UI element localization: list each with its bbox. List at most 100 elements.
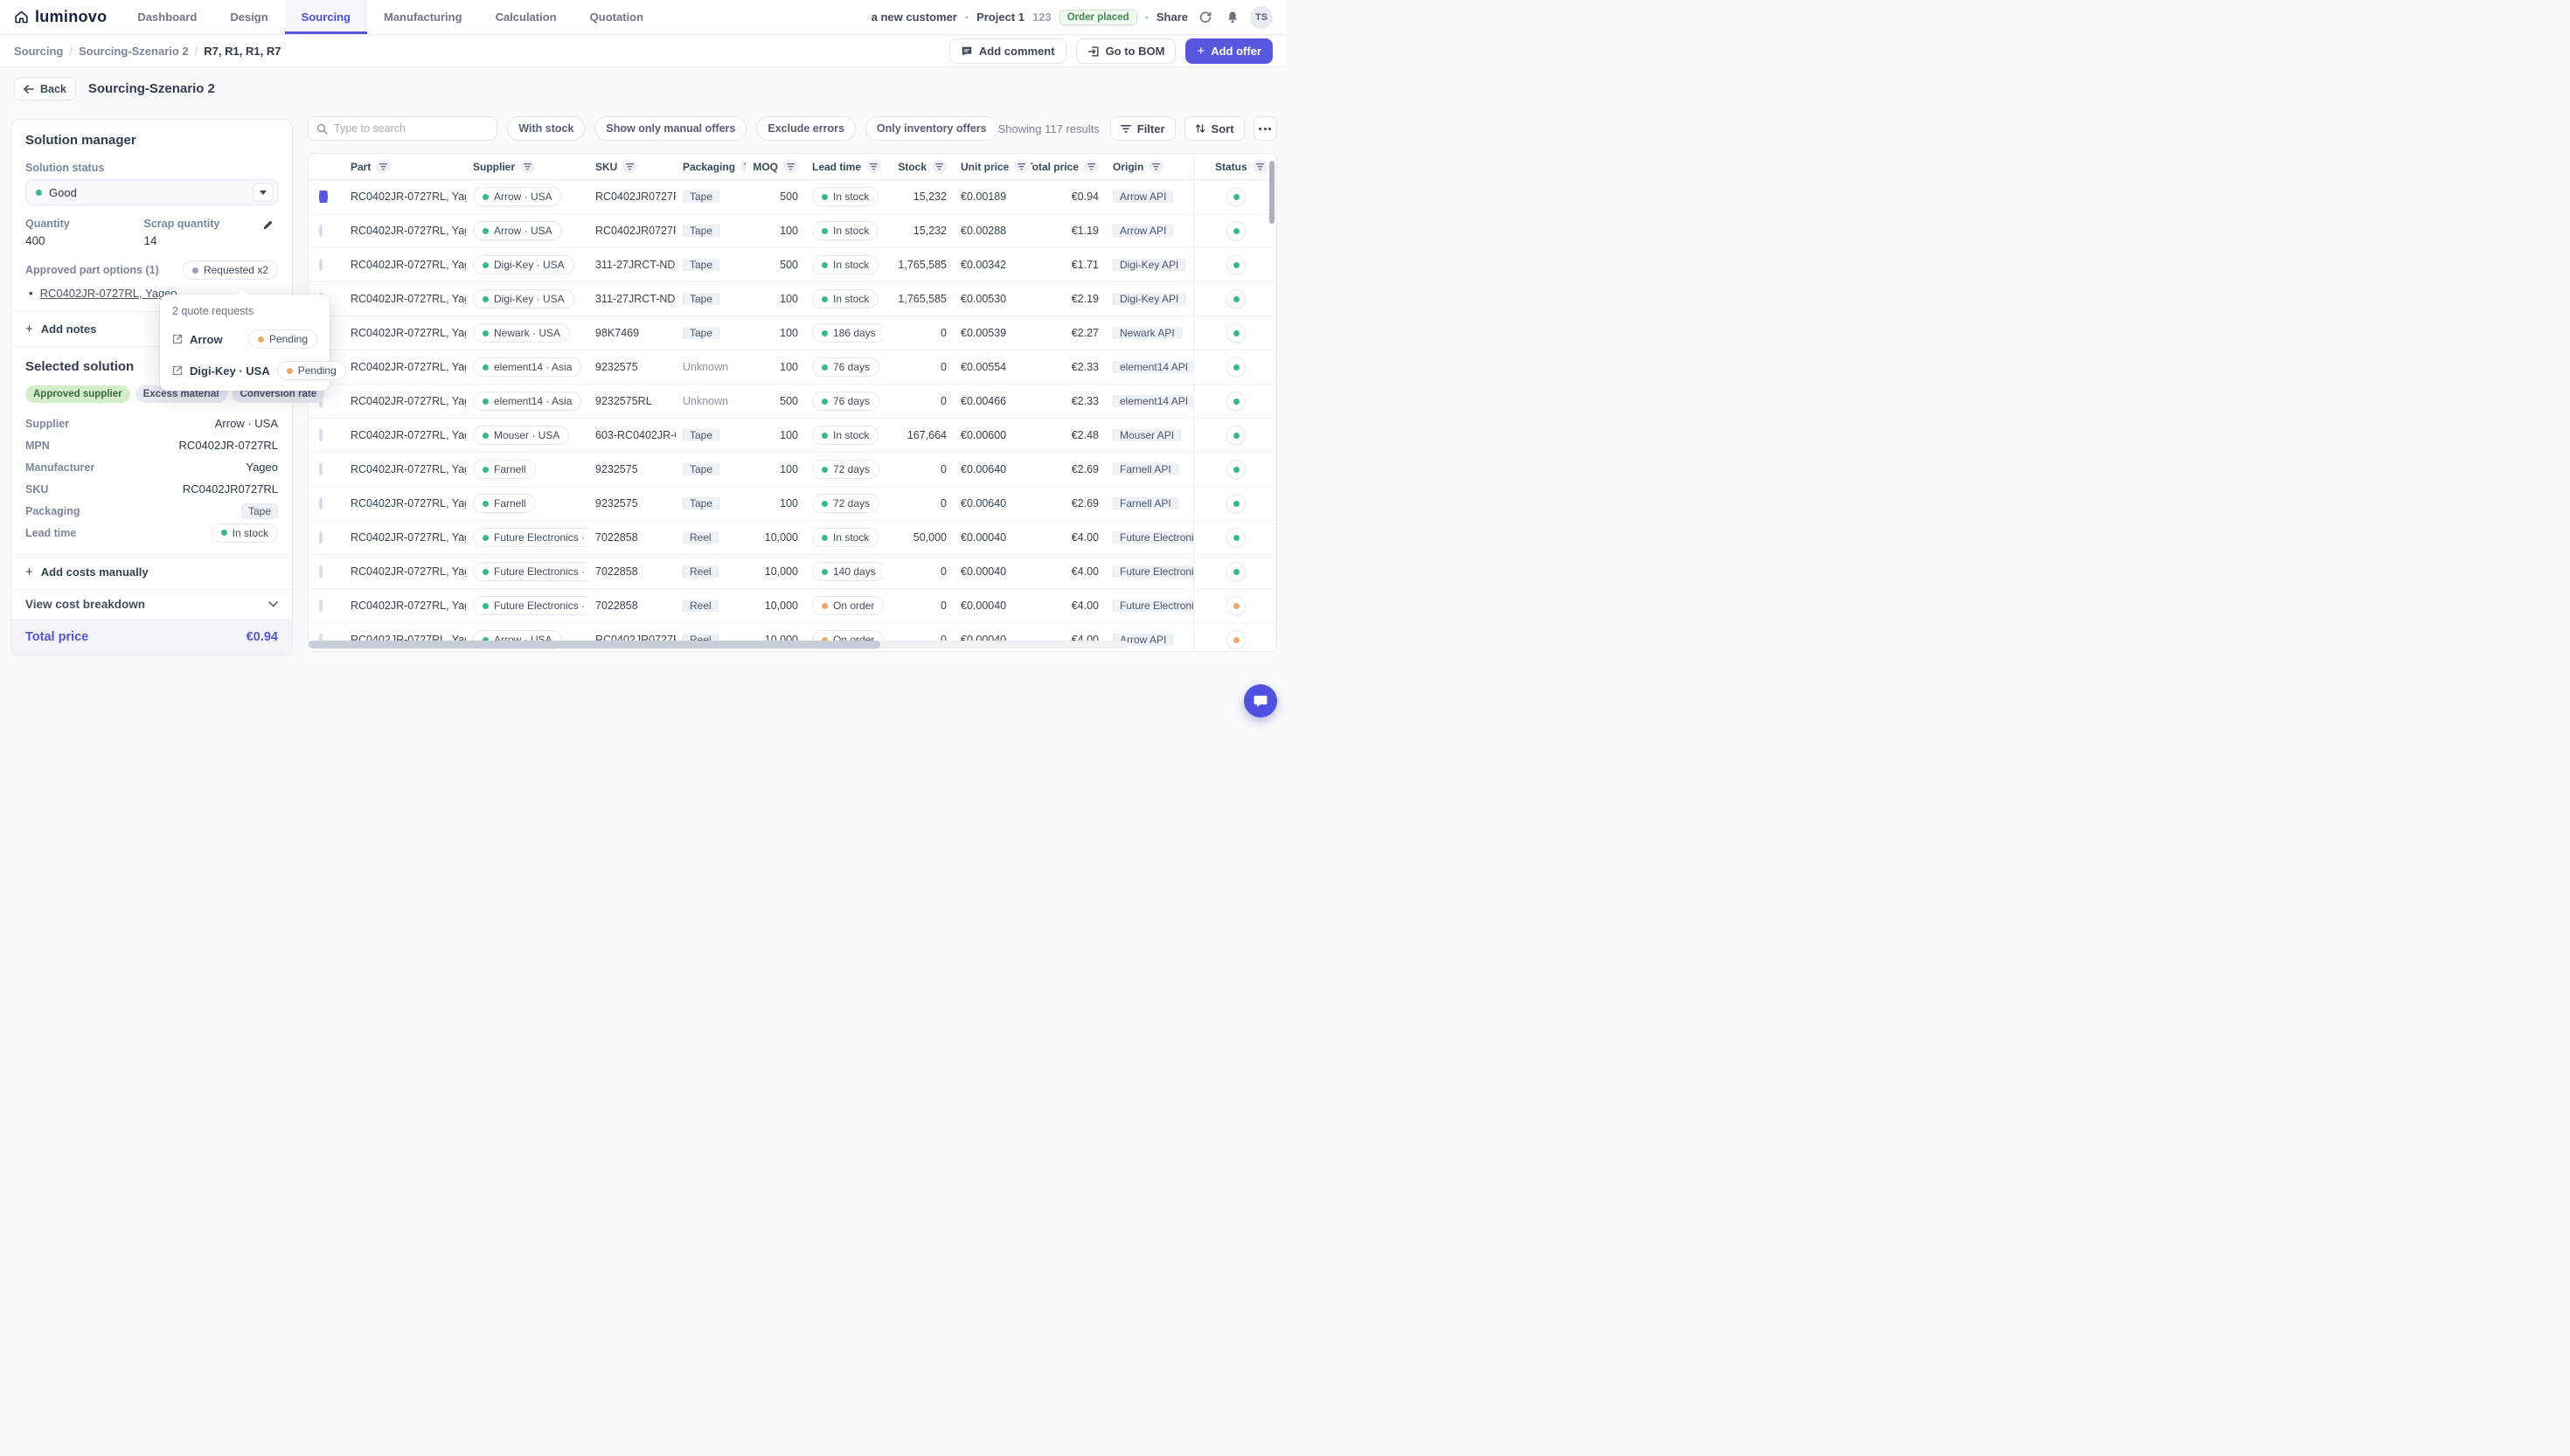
status-indicator xyxy=(1226,323,1246,343)
offer-radio[interactable] xyxy=(319,634,323,646)
supplier-cell: Future Electronics · ... xyxy=(466,528,588,547)
lead-time-pill: On order xyxy=(812,596,884,615)
solution-status-select[interactable]: Good xyxy=(25,179,278,205)
offer-radio[interactable] xyxy=(319,565,323,578)
sku-cell: 7022858 xyxy=(595,531,638,544)
offer-radio[interactable] xyxy=(319,531,323,544)
search-box[interactable] xyxy=(308,116,498,141)
offer-radio[interactable] xyxy=(319,191,328,203)
notifications-bell-icon[interactable] xyxy=(1223,8,1242,27)
add-costs-button[interactable]: + Add costs manually xyxy=(11,554,292,589)
supplier-pill: Future Electronics · ... xyxy=(473,596,588,615)
brand-logo[interactable]: luminovo xyxy=(0,0,121,34)
refresh-icon[interactable] xyxy=(1196,8,1215,27)
table-row[interactable]: RC0402JR-0727RL, Yageo Future Electronics… xyxy=(309,521,1276,555)
unit-price-cell: €0.00640 xyxy=(961,497,1007,510)
table-row[interactable]: RC0402JR-0727RL, Yageo Digi-Key · USA 311-… xyxy=(309,248,1276,282)
go-to-bom-button[interactable]: Go to BOM xyxy=(1075,38,1177,64)
offer-radio[interactable] xyxy=(319,463,323,475)
quote-request-row: Arrow Pending xyxy=(172,329,317,349)
green-dot-icon xyxy=(822,432,828,439)
column-filter-icon[interactable] xyxy=(622,160,638,173)
offer-radio[interactable] xyxy=(319,600,323,612)
column-header-unit-price: Unit price xyxy=(954,160,1031,173)
share-button[interactable]: Share xyxy=(1156,10,1188,24)
column-filter-icon[interactable] xyxy=(783,160,798,173)
nav-item-calculation[interactable]: Calculation xyxy=(495,10,557,24)
table-row[interactable]: RC0402JR-0727RL, Yageo Future Electronics… xyxy=(309,589,1276,623)
quick-filter-show-only-manual-offers[interactable]: Show only manual offers xyxy=(594,116,747,141)
nav-item-manufacturing[interactable]: Manufacturing xyxy=(384,10,462,24)
table-row[interactable]: RC0402JR-0727RL, Yageo element14 · Asia 92… xyxy=(309,350,1276,385)
column-filter-icon[interactable] xyxy=(520,160,536,173)
nav-item-quotation[interactable]: Quotation xyxy=(589,10,644,24)
filter-button[interactable]: Filter xyxy=(1109,116,1176,141)
project-name[interactable]: Project 1 xyxy=(976,10,1025,24)
column-filter-icon[interactable] xyxy=(1014,160,1030,173)
horizontal-scrollbar-thumb[interactable] xyxy=(309,641,880,648)
quote-supplier-link[interactable]: Arrow xyxy=(190,332,223,346)
breadcrumb-item-sourcing-szenario-2[interactable]: Sourcing-Szenario 2 xyxy=(78,45,189,58)
offer-radio[interactable] xyxy=(319,259,323,271)
chat-widget-button[interactable] xyxy=(1244,684,1277,718)
vertical-scrollbar-thumb[interactable] xyxy=(1269,161,1275,224)
add-notes-button[interactable]: + Add notes xyxy=(11,311,292,346)
green-dot-icon xyxy=(1233,568,1240,575)
column-filter-icon[interactable] xyxy=(1149,160,1164,173)
column-filter-icon[interactable] xyxy=(1252,160,1268,173)
table-row[interactable]: RC0402JR-0727RL, Yageo Farnell 9232575 Tape… xyxy=(309,453,1276,487)
breadcrumb-item-sourcing[interactable]: Sourcing xyxy=(14,45,64,58)
column-filter-icon[interactable] xyxy=(866,160,882,173)
table-row[interactable]: RC0402JR-0727RL, Yageo element14 · Asia 92… xyxy=(309,385,1276,419)
select-caret-button[interactable] xyxy=(253,183,274,202)
table-row[interactable]: RC0402JR-0727RL, Yageo Arrow · USA RC0402J… xyxy=(309,180,1276,214)
column-header-packaging: Packaging xyxy=(676,160,746,173)
edit-quantities-icon[interactable] xyxy=(262,218,278,247)
table-row[interactable]: RC0402JR-0727RL, Yageo Future Electronics… xyxy=(309,555,1276,589)
sku-cell: 9232575 xyxy=(595,361,638,373)
nav-item-sourcing[interactable]: Sourcing xyxy=(284,0,367,34)
column-filter-icon[interactable] xyxy=(932,160,947,173)
offer-radio[interactable] xyxy=(319,429,323,441)
table-row[interactable]: RC0402JR-0727RL, Yageo Arrow · USA RC0402J… xyxy=(309,214,1276,248)
column-filter-icon[interactable] xyxy=(1084,160,1099,173)
column-filter-icon[interactable] xyxy=(376,160,392,173)
quick-filter-with-stock[interactable]: With stock xyxy=(507,116,586,141)
view-cost-breakdown-toggle[interactable]: View cost breakdown xyxy=(11,589,292,619)
offer-radio[interactable] xyxy=(319,225,323,237)
chevron-down-icon xyxy=(268,601,278,607)
sort-button[interactable]: Sort xyxy=(1184,116,1245,141)
lead-time-value: 72 days xyxy=(833,463,871,475)
table-row[interactable]: RC0402JR-0727RL, Yageo Farnell 9232575 Tape… xyxy=(309,487,1276,521)
user-avatar[interactable]: TS xyxy=(1250,5,1273,29)
green-dot-icon xyxy=(1233,295,1240,302)
back-button[interactable]: Back xyxy=(14,77,76,101)
column-filter-icon[interactable] xyxy=(740,160,746,173)
requested-badge[interactable]: Requested x2 xyxy=(182,260,278,280)
search-input[interactable] xyxy=(334,122,490,135)
green-dot-icon xyxy=(822,364,828,371)
table-row[interactable]: RC0402JR-0727RL, Yageo Mouser · USA 603-RC… xyxy=(309,419,1276,453)
nav-item-design[interactable]: Design xyxy=(230,10,268,24)
add-offer-button[interactable]: + Add offer xyxy=(1185,38,1273,64)
nav-item-dashboard[interactable]: Dashboard xyxy=(137,10,198,24)
stock-cell: 0 xyxy=(941,361,947,373)
table-row[interactable]: RC0402JR-0727RL, Yageo Newark · USA 98K746… xyxy=(309,316,1276,350)
more-options-button[interactable] xyxy=(1253,116,1277,141)
supplier-pill: Mouser · USA xyxy=(473,426,570,445)
quote-supplier-link[interactable]: Digi-Key · USA xyxy=(190,364,270,378)
quick-filter-exclude-errors[interactable]: Exclude errors xyxy=(756,116,856,141)
offer-radio[interactable] xyxy=(319,497,323,510)
origin-cell: Newark API xyxy=(1106,327,1193,339)
quick-filter-only-inventory-offers[interactable]: Only inventory offers xyxy=(865,116,998,141)
horizontal-scrollbar-track[interactable] xyxy=(309,641,1129,648)
home-icon xyxy=(14,10,29,24)
green-dot-icon xyxy=(1233,466,1240,473)
table-row[interactable]: RC0402JR-0727RL, Yageo Digi-Key · USA 311-… xyxy=(309,282,1276,316)
customer-name[interactable]: a new customer xyxy=(871,10,957,24)
approved-part-link[interactable]: RC0402JR-0727RL, Yageo xyxy=(39,287,177,300)
add-comment-button[interactable]: Add comment xyxy=(948,38,1066,64)
status-cell xyxy=(1193,214,1276,247)
radio-cell xyxy=(309,191,344,203)
origin-cell: Future Electronics API xyxy=(1106,565,1193,578)
